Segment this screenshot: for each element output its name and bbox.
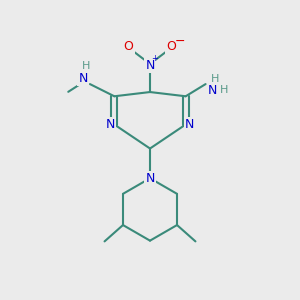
Text: O: O: [167, 40, 176, 53]
Text: N: N: [145, 59, 155, 72]
Text: H: H: [220, 85, 228, 95]
Text: O: O: [124, 40, 134, 53]
Text: N: N: [106, 118, 116, 131]
Text: N: N: [184, 118, 194, 131]
Text: −: −: [175, 35, 185, 48]
Text: N: N: [208, 84, 217, 97]
Text: H: H: [211, 74, 219, 84]
Text: +: +: [152, 54, 158, 63]
Text: H: H: [82, 61, 90, 71]
Text: N: N: [145, 172, 155, 185]
Text: N: N: [78, 72, 88, 85]
